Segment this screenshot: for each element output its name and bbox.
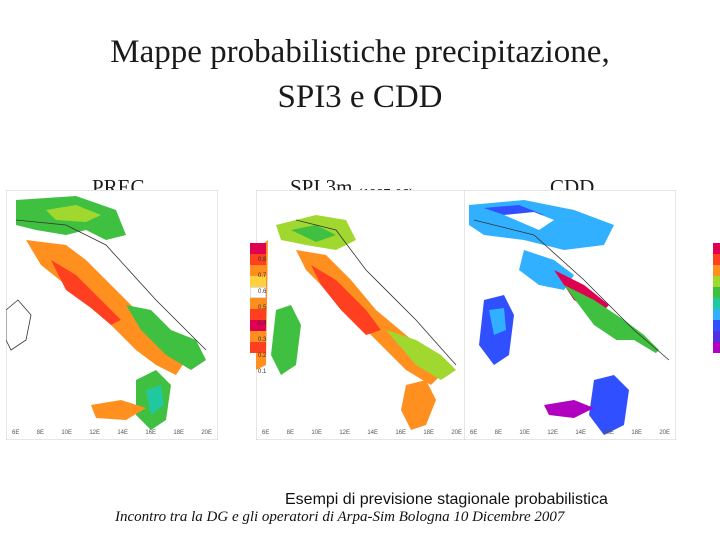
legend-swatch — [250, 276, 266, 287]
spi-map: 6E 8E 10E 12E 14E 16E 18E 20E — [256, 190, 468, 440]
axis-label-3: 12E — [547, 430, 558, 436]
legend-tick: 0.6 — [258, 289, 267, 295]
legend-tick: 0.1 — [258, 369, 267, 375]
footer-credit: Incontro tra la DG e gli operatori di Ar… — [115, 509, 565, 525]
axis-label-2: 10E — [311, 430, 322, 436]
axis-label-5: 16E — [395, 430, 406, 436]
axis-label-1: 8E — [494, 430, 502, 436]
axis-label-2: 10E — [61, 430, 72, 436]
legend-swatch — [250, 320, 266, 331]
axis-label-2: 10E — [519, 430, 530, 436]
axis-label-0: 6E — [12, 430, 20, 436]
axis-label-7: 20E — [201, 430, 212, 436]
axis-label-1: 8E — [36, 430, 44, 436]
legend-swatch — [713, 265, 720, 276]
spi-map-image — [256, 190, 468, 440]
axis-label-6: 18E — [423, 430, 434, 436]
color-scale-legend: 0.8 0.7 0.6 0.5 0.4 0.3 0.2 0.1 — [250, 243, 267, 375]
prec-map: 6E 8E 10E 12E 14E 16E 18E 20E — [6, 190, 218, 440]
axis-label-0: 6E — [470, 430, 478, 436]
prec-map-image — [6, 190, 218, 440]
slide-title-line2: SPI3 e CDD — [277, 79, 443, 115]
prec-axis-labels: 6E 8E 10E 12E 14E 16E 18E 20E — [12, 430, 212, 436]
axis-label-6: 18E — [631, 430, 642, 436]
spi-axis-labels: 6E 8E 10E 12E 14E 16E 18E 20E — [262, 430, 462, 436]
legend-swatch — [713, 342, 720, 353]
legend-swatch — [713, 276, 720, 287]
axis-label-4: 14E — [117, 430, 128, 436]
legend-swatch — [713, 320, 720, 331]
axis-label-4: 14E — [367, 430, 378, 436]
legend-swatch — [250, 298, 266, 309]
legend-swatch — [250, 265, 266, 276]
legend-swatch — [713, 254, 720, 265]
legend-swatch — [250, 254, 266, 265]
footer-subtitle: Esempi di previsione stagionale probabil… — [285, 491, 608, 508]
slide-title-line1: Mappe probabilistiche precipitazione, — [110, 34, 610, 70]
legend-tick: 0.2 — [258, 353, 267, 359]
axis-label-4: 14E — [575, 430, 586, 436]
legend-swatch — [713, 298, 720, 309]
cdd-color-scale-legend — [713, 243, 720, 353]
legend-swatch — [250, 243, 266, 254]
axis-label-6: 18E — [173, 430, 184, 436]
axis-label-7: 20E — [451, 430, 462, 436]
legend-swatch — [713, 309, 720, 320]
legend-tick: 0.3 — [258, 337, 267, 343]
legend-swatch — [713, 287, 720, 298]
legend-swatch — [250, 342, 266, 353]
legend-swatch — [713, 243, 720, 254]
axis-label-5: 16E — [603, 430, 614, 436]
axis-label-3: 12E — [339, 430, 350, 436]
axis-label-7: 20E — [659, 430, 670, 436]
legend-swatch — [250, 309, 266, 320]
cdd-axis-labels: 6E 8E 10E 12E 14E 16E 18E 20E — [470, 430, 670, 436]
legend-tick: 0.5 — [258, 305, 267, 311]
legend-tick: 0.4 — [258, 321, 267, 327]
axis-label-0: 6E — [262, 430, 270, 436]
legend-tick: 0.7 — [258, 273, 267, 279]
legend-swatch — [713, 331, 720, 342]
legend-swatch — [250, 331, 266, 342]
axis-label-5: 16E — [145, 430, 156, 436]
legend-swatch — [250, 287, 266, 298]
legend-tick: 0.8 — [258, 257, 267, 263]
cdd-map: 6E 8E 10E 12E 14E 16E 18E 20E — [464, 190, 676, 440]
axis-label-3: 12E — [89, 430, 100, 436]
axis-label-1: 8E — [286, 430, 294, 436]
cdd-map-image — [464, 190, 676, 440]
